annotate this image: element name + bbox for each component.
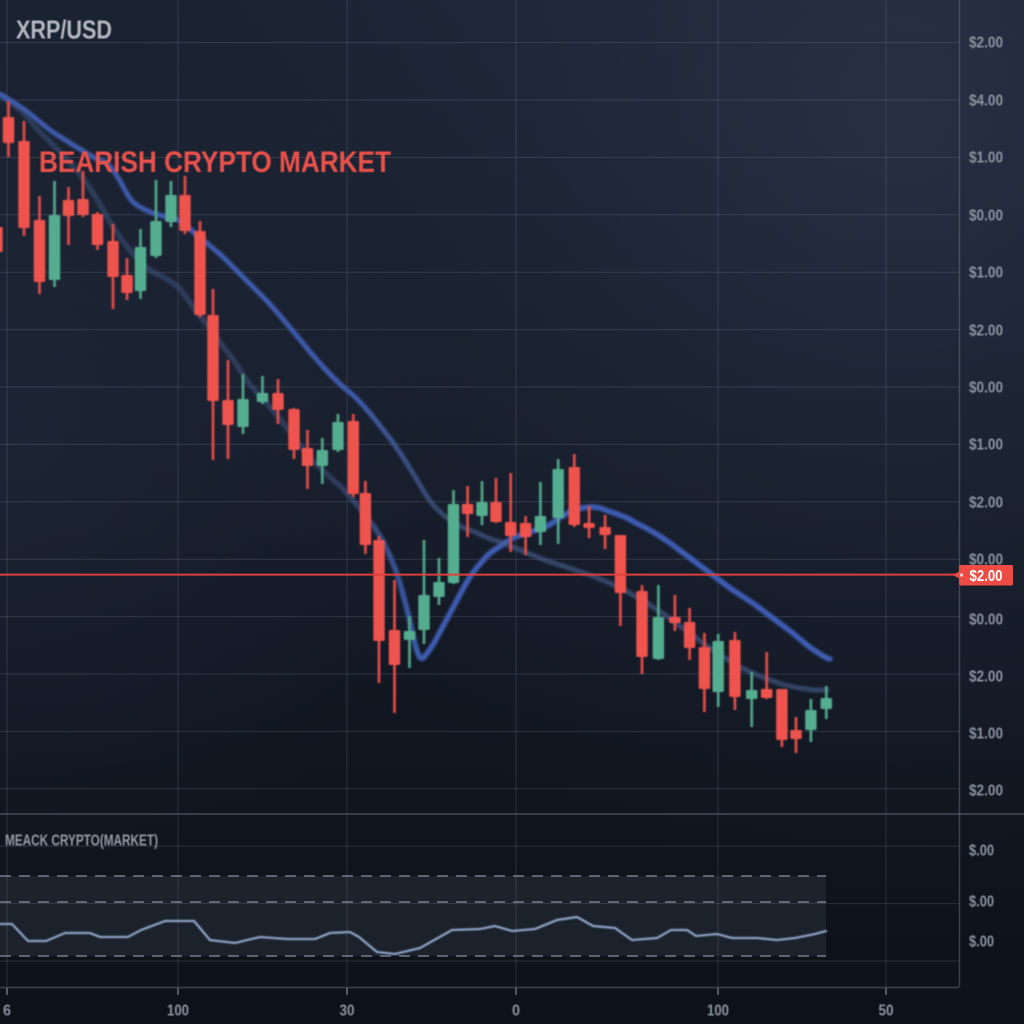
svg-text:100: 100 — [167, 1003, 189, 1020]
svg-text:$0.00: $0.00 — [969, 552, 1003, 569]
svg-text:$2.00: $2.00 — [969, 495, 1003, 512]
svg-text:$4.00: $4.00 — [969, 93, 1003, 110]
svg-text:30: 30 — [340, 1003, 355, 1020]
svg-text:$1.00: $1.00 — [969, 726, 1003, 743]
svg-text:XRP/USD: XRP/USD — [16, 15, 112, 45]
svg-text:$.00: $.00 — [969, 843, 994, 860]
svg-text:$0.00: $0.00 — [969, 380, 1003, 397]
svg-text:$2.00: $2.00 — [969, 323, 1003, 340]
svg-text:$0.00: $0.00 — [969, 612, 1003, 629]
svg-text:$.00: $.00 — [969, 894, 994, 911]
svg-text:$2.00: $2.00 — [969, 783, 1003, 800]
svg-text:$1.00: $1.00 — [969, 265, 1003, 282]
svg-text:MEACK CRYPTO(MARKET): MEACK CRYPTO(MARKET) — [5, 833, 158, 850]
svg-text:6: 6 — [3, 1003, 11, 1020]
svg-text:$1.00: $1.00 — [969, 437, 1003, 454]
svg-text:0: 0 — [512, 1003, 520, 1020]
svg-text:50: 50 — [879, 1003, 894, 1020]
svg-text:100: 100 — [707, 1003, 729, 1020]
svg-text:$2.00: $2.00 — [969, 35, 1003, 52]
svg-text:$.00: $.00 — [969, 934, 994, 951]
svg-text:BEARISH CRYPTO MARKET: BEARISH CRYPTO MARKET — [39, 146, 391, 179]
svg-text:$0.00: $0.00 — [969, 208, 1003, 225]
svg-text:$2.00: $2.00 — [969, 669, 1003, 686]
svg-text:$1.00: $1.00 — [969, 150, 1003, 167]
svg-text:$2.00: $2.00 — [970, 568, 1003, 585]
